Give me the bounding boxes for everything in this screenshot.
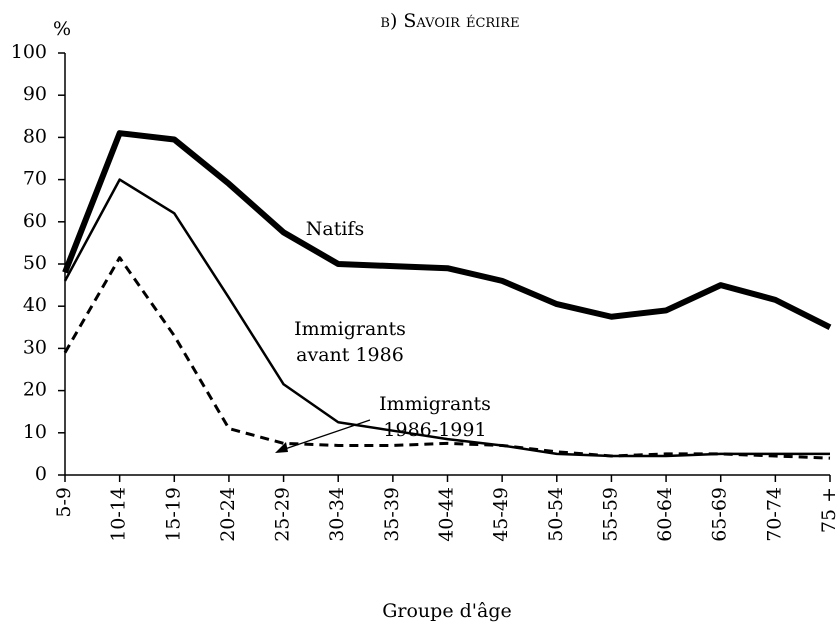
y-tick-label: 70: [23, 168, 47, 190]
y-tick-label: 40: [23, 294, 47, 316]
x-tick-label: 5-9: [53, 487, 75, 518]
x-tick-label: 40-44: [436, 487, 458, 542]
chart-title: b) Savoir écrire: [380, 10, 519, 32]
y-tick-label: 50: [23, 252, 47, 274]
series-line: [62, 130, 832, 330]
x-tick-label: 35-39: [381, 487, 403, 542]
x-tick-label: 30-34: [326, 487, 348, 542]
annotation: avant 1986: [296, 344, 404, 366]
annotation-arrowhead: [275, 442, 288, 453]
x-tick-label: 10-14: [108, 487, 130, 542]
x-tick-label: 45-49: [490, 487, 512, 542]
annotation: Immigrants: [379, 393, 491, 415]
series-line: [63, 256, 831, 460]
y-tick-label: 90: [23, 83, 47, 105]
x-tick-label: 25-29: [272, 487, 294, 542]
y-tick-label: 100: [11, 41, 47, 63]
x-tick-label: 65-69: [709, 487, 731, 542]
x-tick-label: 55-59: [599, 487, 621, 542]
x-axis-label: Groupe d'âge: [382, 600, 512, 622]
y-tick-label: 10: [23, 421, 47, 443]
annotation: Natifs: [306, 218, 364, 240]
y-tick-label: 0: [35, 463, 47, 485]
y-tick-label: 80: [23, 125, 47, 147]
y-axis-label: %: [53, 18, 71, 40]
y-tick-label: 20: [23, 379, 47, 401]
x-tick-label: 60-64: [654, 487, 676, 542]
annotation: 1986-1991: [383, 419, 486, 441]
x-tick-label: 75 +: [818, 487, 840, 533]
annotation: Immigrants: [294, 318, 406, 340]
x-tick-label: 50-54: [545, 487, 567, 542]
x-tick-label: 15-19: [162, 487, 184, 542]
y-tick-label: 30: [23, 336, 47, 358]
x-tick-label: 70-74: [763, 487, 785, 542]
x-tick-label: 20-24: [217, 487, 239, 542]
y-tick-label: 60: [23, 210, 47, 232]
